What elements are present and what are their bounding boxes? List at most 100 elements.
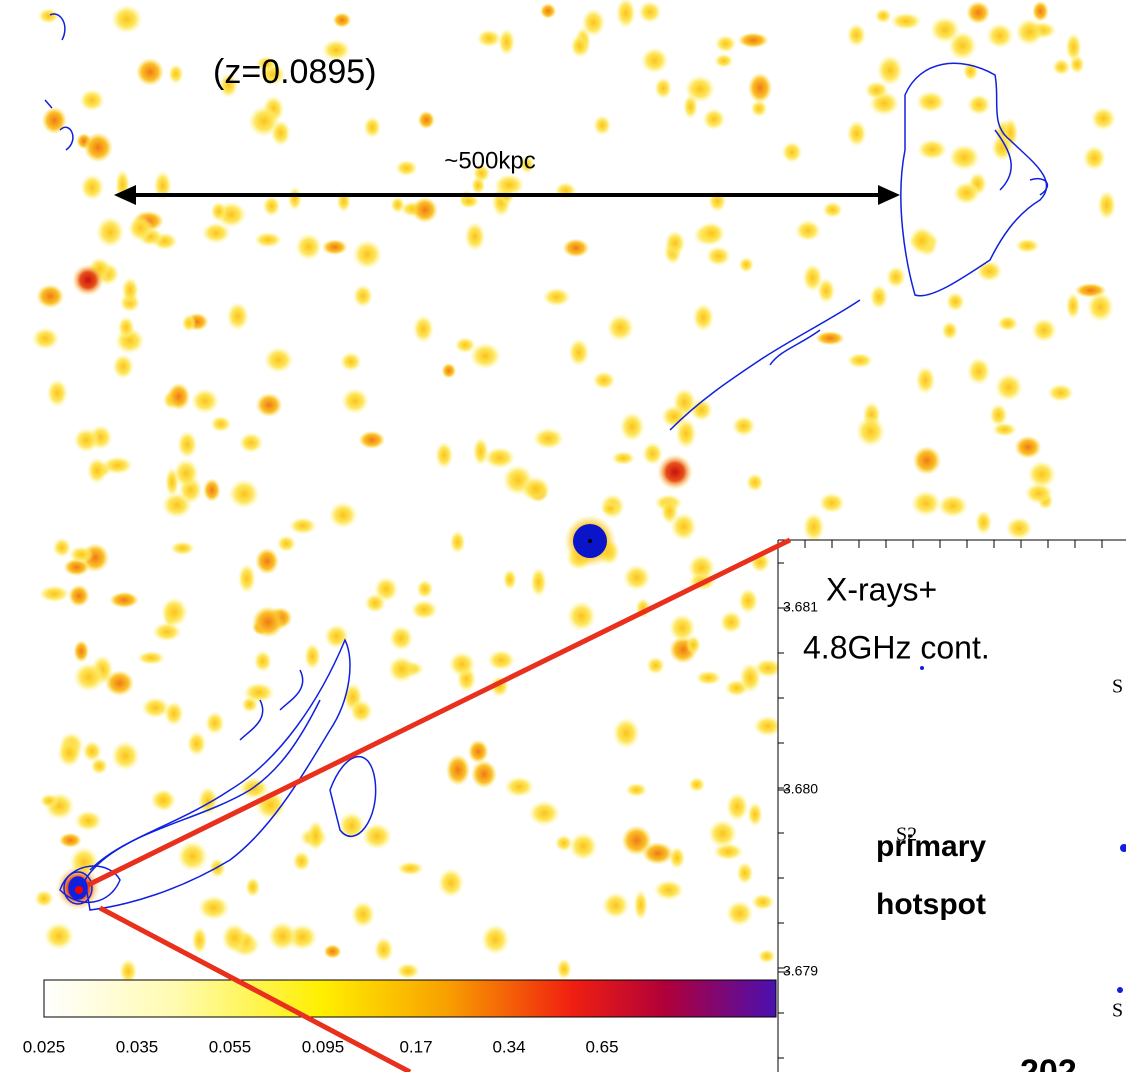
- blob: [255, 56, 277, 72]
- blob: [37, 8, 60, 24]
- blob: [41, 106, 67, 135]
- blob: [253, 231, 283, 248]
- source-label: S2: [896, 824, 917, 846]
- blob: [86, 457, 108, 485]
- blob: [846, 120, 867, 148]
- blob: [611, 451, 636, 466]
- blob: [568, 338, 590, 367]
- blob: [34, 889, 54, 908]
- blob: [686, 635, 701, 655]
- colorbar-tick-label: 0.055: [209, 1037, 252, 1056]
- scale-label: ~500kpc: [444, 147, 535, 174]
- blob: [73, 640, 89, 663]
- blob: [245, 876, 261, 898]
- blob: [80, 174, 105, 201]
- blob: [170, 541, 195, 556]
- blob: [186, 731, 207, 757]
- inset-label: 4.8GHz cont.: [803, 629, 990, 665]
- blob: [528, 800, 561, 827]
- blob: [262, 195, 281, 217]
- blob: [396, 962, 420, 980]
- blob: [57, 738, 82, 768]
- blob: [472, 163, 491, 183]
- blob: [502, 568, 517, 591]
- blob: [1065, 292, 1081, 320]
- blob: [1052, 58, 1071, 76]
- blob: [615, 0, 636, 29]
- blob: [640, 47, 669, 74]
- blob: [167, 382, 191, 411]
- blob: [307, 819, 325, 852]
- blob: [530, 566, 547, 598]
- blob: [912, 446, 942, 476]
- blob: [448, 651, 476, 677]
- blob: [945, 291, 965, 312]
- blob: [948, 30, 978, 61]
- blob: [321, 39, 351, 61]
- blob: [815, 331, 845, 346]
- blob: [948, 143, 981, 171]
- blob: [846, 352, 874, 369]
- hotspot-core: [75, 886, 83, 894]
- colorbar-tick-label: 0.035: [116, 1037, 159, 1056]
- blob: [817, 277, 836, 304]
- blob: [323, 944, 342, 959]
- blob: [532, 427, 565, 450]
- blob: [1015, 18, 1044, 47]
- blob: [633, 889, 648, 921]
- blob: [967, 94, 991, 116]
- blob: [111, 4, 143, 34]
- feature-label: primary: [876, 830, 986, 863]
- blob: [150, 789, 177, 812]
- blob: [568, 832, 598, 861]
- blob: [288, 517, 317, 535]
- blob: [210, 415, 232, 433]
- blob: [168, 63, 184, 85]
- blob: [757, 949, 776, 964]
- blob: [173, 458, 200, 489]
- blob: [328, 501, 358, 529]
- blob: [46, 378, 69, 408]
- blob: [82, 740, 102, 762]
- blob: [975, 510, 992, 535]
- blob: [562, 238, 590, 258]
- blob: [68, 545, 94, 564]
- blob: [31, 327, 60, 351]
- blob: [976, 260, 1003, 283]
- blob: [996, 315, 1019, 332]
- blob: [136, 650, 166, 665]
- blob: [160, 597, 189, 628]
- blob: [117, 316, 135, 339]
- blob: [917, 138, 948, 161]
- blob: [109, 592, 140, 608]
- blob: [464, 221, 486, 252]
- blob: [255, 393, 283, 418]
- blob: [152, 622, 182, 642]
- blob: [606, 313, 635, 342]
- blob: [243, 682, 275, 703]
- blob: [654, 77, 673, 100]
- blob: [822, 201, 843, 219]
- blob: [690, 398, 713, 422]
- scale-arrow: [114, 185, 900, 205]
- blob: [736, 861, 754, 885]
- blob: [121, 276, 139, 304]
- blob: [1086, 291, 1115, 323]
- blob: [255, 547, 279, 575]
- blob: [601, 891, 630, 919]
- blob: [197, 895, 230, 921]
- blob: [73, 662, 105, 693]
- blob: [276, 535, 297, 553]
- blob: [909, 226, 935, 256]
- blob: [915, 365, 936, 395]
- blob: [952, 181, 981, 205]
- blob: [445, 754, 471, 786]
- blob: [396, 861, 425, 876]
- blob: [592, 371, 616, 390]
- inset-footer: 202: [1020, 1053, 1077, 1072]
- blob: [876, 54, 904, 87]
- blob: [910, 490, 942, 517]
- blob: [141, 696, 170, 719]
- radio-contours: [44, 13, 1049, 911]
